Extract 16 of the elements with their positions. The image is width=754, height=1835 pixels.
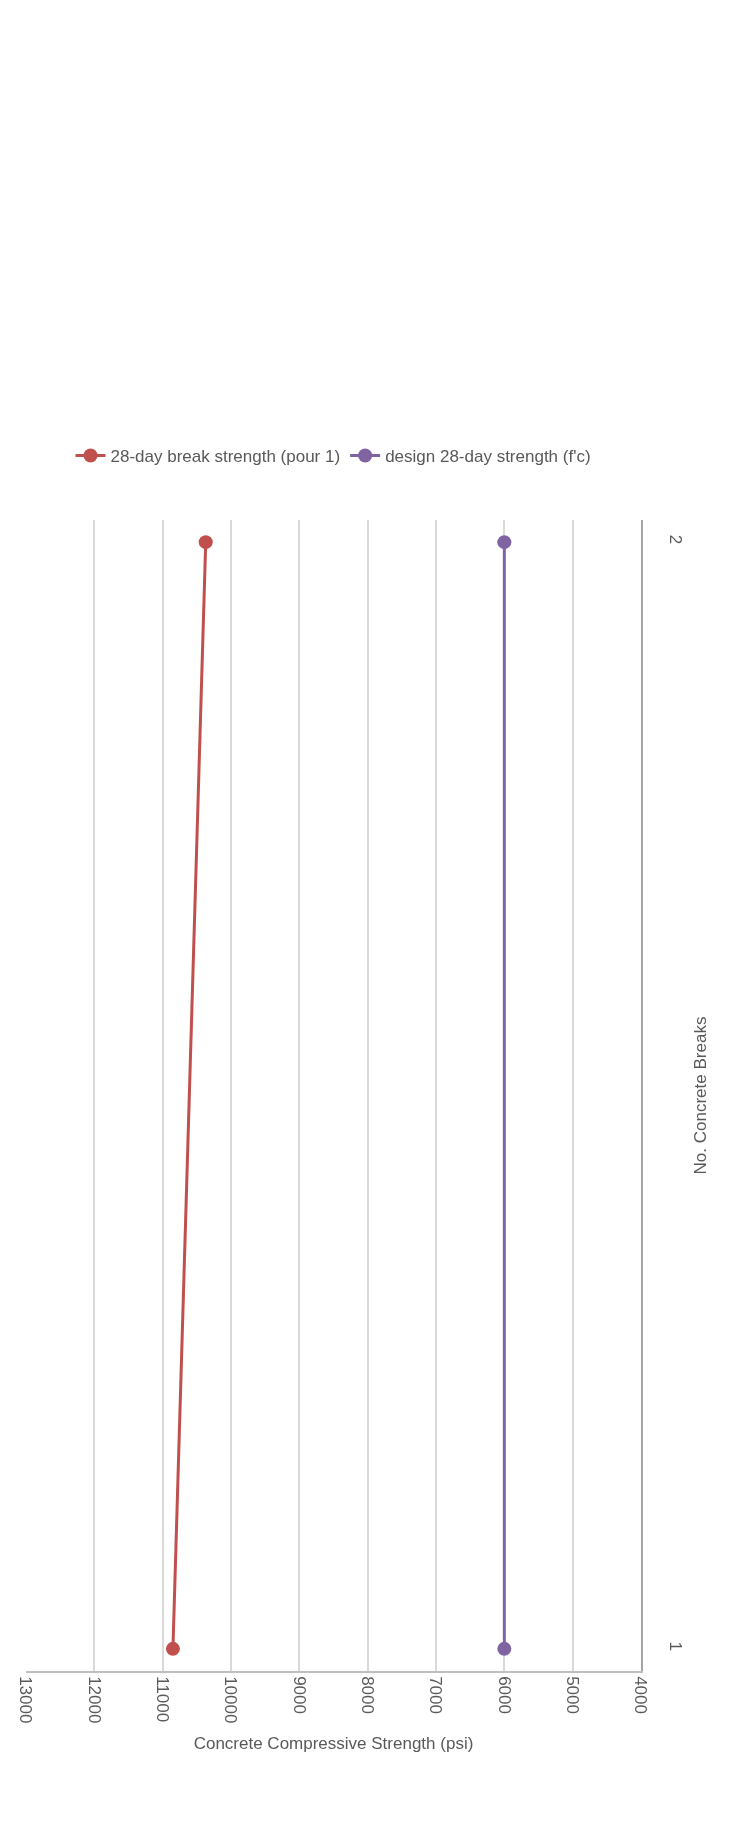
legend-label: 28-day break strength (pour 1)	[110, 447, 341, 467]
x-tick-label: 5000	[563, 1676, 583, 1714]
x-tick-label: 7000	[426, 1676, 446, 1714]
legend-label: design 28-day strength (f'c)	[385, 447, 591, 467]
x-tick-label: 12000	[84, 1676, 104, 1724]
x-tick-label: 8000	[358, 1676, 378, 1714]
y-axis-title: No. Concrete Breaks	[690, 1016, 710, 1175]
x-tick-label: 9000	[289, 1676, 309, 1714]
x-tick-label: 10000	[221, 1676, 241, 1724]
x-axis-title: Concrete Compressive Strength (psi)	[193, 1734, 474, 1754]
x-tick-label: 6000	[494, 1676, 514, 1714]
y-tick-label: 2	[665, 534, 685, 545]
x-tick-label: 11000	[153, 1676, 173, 1723]
y-tick-label: 1	[665, 1641, 685, 1652]
x-tick-label: 13000	[16, 1676, 36, 1724]
x-tick-label: 4000	[631, 1676, 651, 1714]
